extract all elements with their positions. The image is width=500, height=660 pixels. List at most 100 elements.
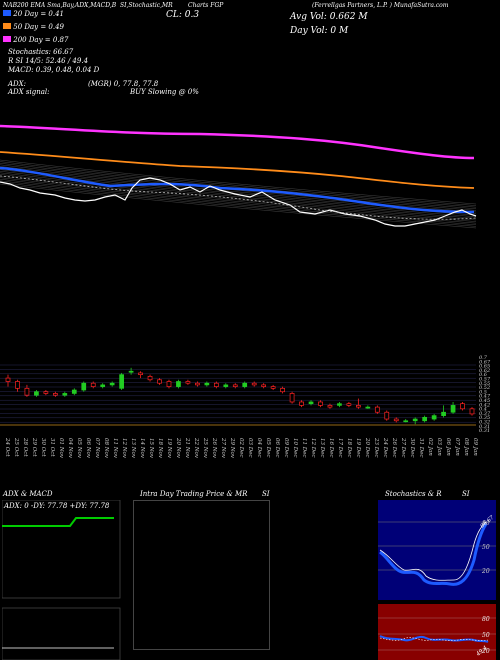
legend-adx-value: (MGR) 0, 77.8, 77.8 xyxy=(88,80,159,88)
date-tick-label: 02 Jan xyxy=(427,438,433,456)
candle-body xyxy=(299,401,304,406)
date-tick-label: 25 Oct xyxy=(13,437,19,457)
price-tick-label: 0.5 xyxy=(479,389,487,395)
ema-band-line xyxy=(0,171,477,216)
date-tick-label: 06 Nov xyxy=(85,438,91,459)
date-tick-label: 11 Nov xyxy=(112,438,118,459)
date-tick-label: 13 Dec xyxy=(319,438,325,458)
adx-panel-title: ADX & MACD xyxy=(3,490,53,498)
ema20-line xyxy=(0,166,475,214)
ema-band-line xyxy=(0,177,477,222)
header-company: (Ferrellgas Partners, L.P. ) MunafaSutra… xyxy=(312,2,449,9)
price-tick-label: 0.57 xyxy=(479,377,491,383)
candle-body xyxy=(62,393,68,396)
price-tick-label: 0.47 xyxy=(479,394,491,400)
ema200-swatch-icon xyxy=(3,36,11,42)
date-tick-label: 13 Nov xyxy=(130,438,136,459)
candle-body xyxy=(24,387,30,396)
date-tick-label: 09 Jan xyxy=(472,438,478,456)
candle-body xyxy=(289,393,295,403)
candle-body xyxy=(232,384,238,387)
day-volume: Day Vol: 0 M xyxy=(290,26,349,36)
date-tick-label: 07 Nov xyxy=(94,438,100,459)
ema-band-line xyxy=(0,183,477,229)
candle-body xyxy=(469,408,475,415)
date-tick-label: 05 Dec xyxy=(265,438,271,458)
header-indicators-2: SI,Stochastic,MR xyxy=(120,2,173,9)
candle-body xyxy=(308,401,314,405)
date-tick-label: 27 Nov xyxy=(220,437,226,459)
candle-body xyxy=(15,381,20,389)
date-tick-label: 27 Dec xyxy=(400,437,406,458)
ema-band-line xyxy=(0,172,477,217)
stoch-rsi-panel: 80 50 20 66.67 80 50 20 49.4 xyxy=(378,500,496,660)
candle-body xyxy=(34,391,39,396)
date-tick-label: 06 Dec xyxy=(274,438,280,458)
rsi-signal-line xyxy=(379,637,489,641)
rsi-level-50-label: 50 xyxy=(482,632,490,639)
ema200-line xyxy=(0,124,475,160)
candle-body xyxy=(270,386,276,389)
candle-body xyxy=(5,377,11,382)
date-tick-label: 02 Dec xyxy=(238,438,244,458)
close-price: CL: 0.3 xyxy=(166,10,200,20)
date-tick-label: 04 Dec xyxy=(256,438,262,458)
date-tick-label: 21 Nov xyxy=(184,437,190,459)
adx-panel xyxy=(2,500,121,660)
ema-band-line xyxy=(0,180,477,225)
candle-body xyxy=(251,382,257,386)
legend-stochastics: Stochastics: 66.67 xyxy=(8,48,74,56)
rsi-panel-bg xyxy=(378,604,496,660)
date-tick-label: 24 Oct xyxy=(4,437,10,457)
intraday-panel xyxy=(133,500,270,650)
stoch-level-50-label: 50 xyxy=(482,544,490,551)
adx-readout: ADX: 0 -DY: 77.78 +DY: 77.78 xyxy=(4,502,110,510)
date-tick-label: 05 Nov xyxy=(76,438,82,459)
date-tick-label: 17 Dec xyxy=(337,438,343,458)
candle-chart: 0.70.670.650.620.60.570.550.520.50.470.4… xyxy=(0,355,491,434)
date-tick-label: 26 Nov xyxy=(211,437,217,459)
date-tick-label: 12 Nov xyxy=(121,438,127,459)
legend-ema20: 20 Day = 0.41 xyxy=(3,10,64,18)
candle-body xyxy=(204,382,210,386)
date-tick-label: 19 Nov xyxy=(166,438,172,459)
date-tick-label: 20 Nov xyxy=(175,437,181,459)
legend-ema50-label: 50 Day = 0.49 xyxy=(13,23,65,31)
date-tick-label: 03 Jan xyxy=(436,438,442,456)
date-tick-label: 18 Dec xyxy=(346,438,352,458)
price-tick-label: 0.67 xyxy=(479,359,491,365)
date-tick-label: 30 Oct xyxy=(40,438,46,457)
date-tick-label: 06 Jan xyxy=(445,438,451,456)
candle-body xyxy=(450,405,456,413)
date-tick-label: 25 Nov xyxy=(202,437,208,459)
intraday-panel-si: SI xyxy=(262,490,270,498)
stoch-panel-si: SI xyxy=(462,490,470,498)
date-axis: 24 Oct 25 Oct 28 Oct 29 Oct 30 Oct 31 Oct 01 N… xyxy=(4,437,478,459)
candle-body xyxy=(384,411,390,420)
candle-body xyxy=(365,406,371,409)
date-tick-label: 29 Nov xyxy=(229,437,235,459)
legend-buy-signal: BUY Slowing @ 0% xyxy=(130,88,199,96)
avg-volume: Avg Vol: 0.662 M xyxy=(290,12,368,22)
legend-ema200: 200 Day = 0.87 xyxy=(3,36,68,44)
ema-band-line xyxy=(0,164,477,209)
intraday-panel-title: Intra Day Trading Price & MR xyxy=(140,490,248,498)
date-tick-label: 11 Dec xyxy=(301,438,307,458)
legend-rsi: R SI 14/5: 52.46 / 49.4 xyxy=(8,57,89,65)
stoch-d-line xyxy=(379,521,487,581)
candle-body xyxy=(166,381,172,387)
legend-ema200-label: 200 Day = 0.87 xyxy=(13,36,69,44)
date-tick-label: 30 Dec xyxy=(409,438,415,458)
date-tick-label: 09 Dec xyxy=(283,438,289,458)
candle-body xyxy=(441,411,446,416)
stoch-k-line xyxy=(379,523,488,586)
candle-body xyxy=(403,420,409,423)
date-tick-label: 04 Nov xyxy=(67,438,73,459)
candle-body xyxy=(412,418,418,422)
price-tick-label: 0.37 xyxy=(479,411,491,417)
candle-body xyxy=(356,405,361,408)
legend-ema20-label: 20 Day = 0.41 xyxy=(13,10,65,18)
date-tick-label: 24 Dec xyxy=(382,437,388,458)
date-tick-label: 28 Oct xyxy=(22,437,28,457)
ema-band-line xyxy=(0,161,477,206)
